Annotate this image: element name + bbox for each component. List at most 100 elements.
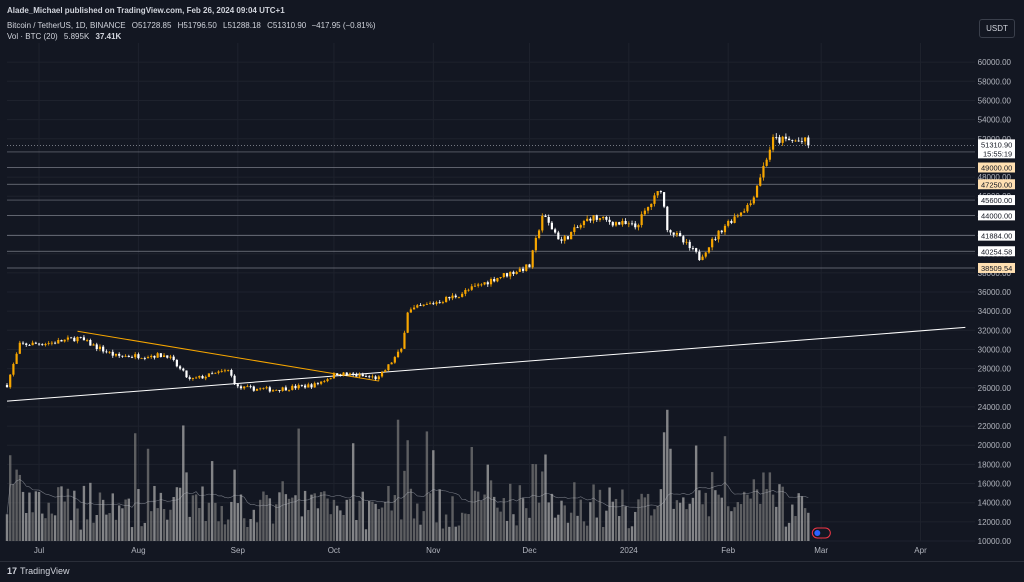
volume-bar: [316, 508, 320, 541]
candle-body: [89, 339, 92, 346]
candle-body: [554, 229, 557, 233]
candle-body: [768, 149, 771, 160]
candle-body: [98, 346, 102, 350]
volume-bar: [797, 493, 800, 541]
candle-body: [669, 230, 672, 233]
candle-body: [345, 372, 348, 375]
candle-body: [531, 250, 534, 268]
volume-bar: [185, 472, 188, 541]
volume-bar: [82, 485, 86, 541]
volume-bar: [733, 507, 736, 541]
price-chart[interactable]: 10000.00 12000.00 14000.00 16000.00 18000.00…: [0, 0, 1024, 561]
candle-body: [291, 385, 294, 390]
volume-bar: [230, 501, 233, 541]
candle-body: [342, 372, 345, 376]
y-tick-label: 14000.00: [978, 499, 1012, 508]
candle-body: [807, 137, 810, 146]
volume-bar: [717, 494, 720, 541]
volume-bar: [400, 519, 403, 541]
volume-bar: [31, 512, 34, 541]
candle-body: [435, 302, 438, 304]
candle-body: [204, 376, 207, 379]
volume-bar: [662, 432, 666, 541]
volume-bar: [271, 523, 275, 541]
candle-body: [416, 305, 419, 308]
candle-body: [102, 346, 105, 352]
y-tick-label: 34000.00: [978, 307, 1012, 316]
volume-bar: [509, 483, 512, 541]
candle-body: [300, 385, 303, 386]
candle-body: [108, 351, 111, 353]
candle-body: [230, 370, 233, 376]
volume-bar: [281, 481, 284, 541]
volume-bar: [114, 519, 118, 541]
volume-bar: [76, 508, 79, 541]
candle-body: [374, 376, 377, 380]
candle-body: [281, 387, 284, 391]
candle-body: [384, 370, 387, 373]
tradingview-logo-text: TradingView: [20, 566, 70, 576]
candle-body: [489, 279, 493, 285]
volume-bar: [124, 499, 127, 541]
candle-body: [364, 376, 368, 377]
x-tick-label: Oct: [328, 546, 341, 555]
volume-bar: [57, 487, 60, 541]
tradingview-logo[interactable]: 17 TradingView: [7, 566, 70, 576]
y-tick-label: 16000.00: [978, 480, 1012, 489]
candle-body: [130, 356, 134, 358]
candle-body: [310, 384, 313, 388]
volume-bar: [60, 486, 63, 541]
volume-bar: [297, 428, 300, 541]
candle-body: [733, 216, 736, 223]
volume-bar: [666, 409, 669, 541]
volume-bar: [12, 484, 15, 541]
candle-body: [781, 136, 784, 143]
candle-body: [403, 332, 406, 349]
candle-body: [268, 387, 271, 392]
publisher-text: Alade_Michael published on TradingView.c…: [7, 6, 285, 15]
candle-body: [634, 223, 637, 228]
candle-body: [473, 285, 477, 287]
candle-body: [195, 377, 198, 379]
x-tick-label: Jul: [34, 546, 44, 555]
candle-body: [114, 353, 118, 356]
candle-body: [573, 227, 576, 233]
candle-body: [518, 268, 521, 272]
volume-bar: [95, 515, 98, 541]
candle-body: [278, 389, 281, 391]
candle-body: [528, 264, 531, 268]
y-tick-label: 36000.00: [978, 288, 1012, 297]
volume-bar: [380, 507, 384, 541]
volume-bar: [69, 520, 73, 541]
volume-bar: [18, 474, 22, 541]
volume-bar: [675, 500, 679, 541]
volume-bar: [194, 494, 198, 541]
volume-bar: [791, 504, 794, 541]
candle-body: [70, 337, 73, 339]
candle-body: [198, 375, 201, 378]
candle-body: [249, 386, 252, 388]
volume-bar: [239, 494, 243, 541]
price-level-label: 38509.54: [981, 264, 1012, 273]
volume-bar: [41, 513, 44, 541]
candle-body: [53, 342, 57, 344]
publisher-line: Alade_Michael published on TradingView.c…: [7, 6, 285, 15]
currency-unit-button[interactable]: USDT: [979, 19, 1015, 38]
candle-body: [79, 336, 82, 338]
volume-bar: [720, 497, 723, 541]
candle-body: [348, 373, 352, 375]
candle-body: [236, 384, 239, 387]
candle-body: [406, 312, 409, 333]
y-tick-label: 30000.00: [978, 345, 1012, 354]
volume-bar: [66, 488, 70, 541]
candle-body: [37, 343, 41, 345]
candle-body: [730, 220, 733, 223]
volume-bar: [576, 515, 579, 541]
candle-body: [153, 355, 156, 358]
candle-body: [598, 218, 602, 220]
volume-bar: [592, 484, 595, 541]
volume-bar: [101, 499, 105, 541]
candle-body: [771, 137, 775, 150]
volume-bar: [265, 494, 268, 541]
volume-bar: [422, 511, 425, 541]
